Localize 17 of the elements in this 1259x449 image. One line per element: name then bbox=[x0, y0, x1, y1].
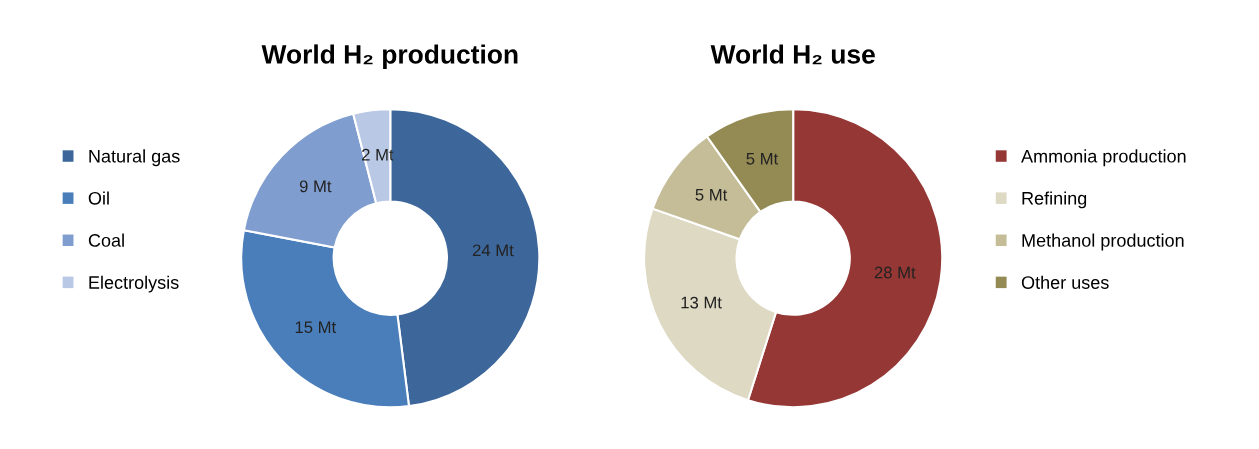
legend-label: Refining bbox=[1022, 191, 1087, 209]
chart-title: World H₂ production bbox=[261, 44, 518, 69]
legend-label: Other uses bbox=[1021, 275, 1109, 289]
legend-label: Ammonia production bbox=[1021, 149, 1186, 167]
legend-label: Coal bbox=[88, 233, 124, 247]
legend-label: Electrolysis bbox=[89, 275, 179, 293]
chart-title: World H₂ use bbox=[710, 44, 875, 65]
data-label: 5 Mt bbox=[746, 153, 779, 165]
data-label: 28 Mt bbox=[874, 266, 916, 279]
legend-label: Oil bbox=[88, 191, 109, 205]
data-label: 5 Mt bbox=[695, 189, 728, 201]
data-label: 9 Mt bbox=[299, 180, 332, 193]
legend-label: Methanol production bbox=[1022, 233, 1184, 251]
data-label: 24 Mt bbox=[472, 244, 514, 257]
legend-label: Natural gas bbox=[89, 149, 180, 167]
data-label: 15 Mt bbox=[295, 321, 337, 334]
data-label: 13 Mt bbox=[681, 296, 722, 309]
